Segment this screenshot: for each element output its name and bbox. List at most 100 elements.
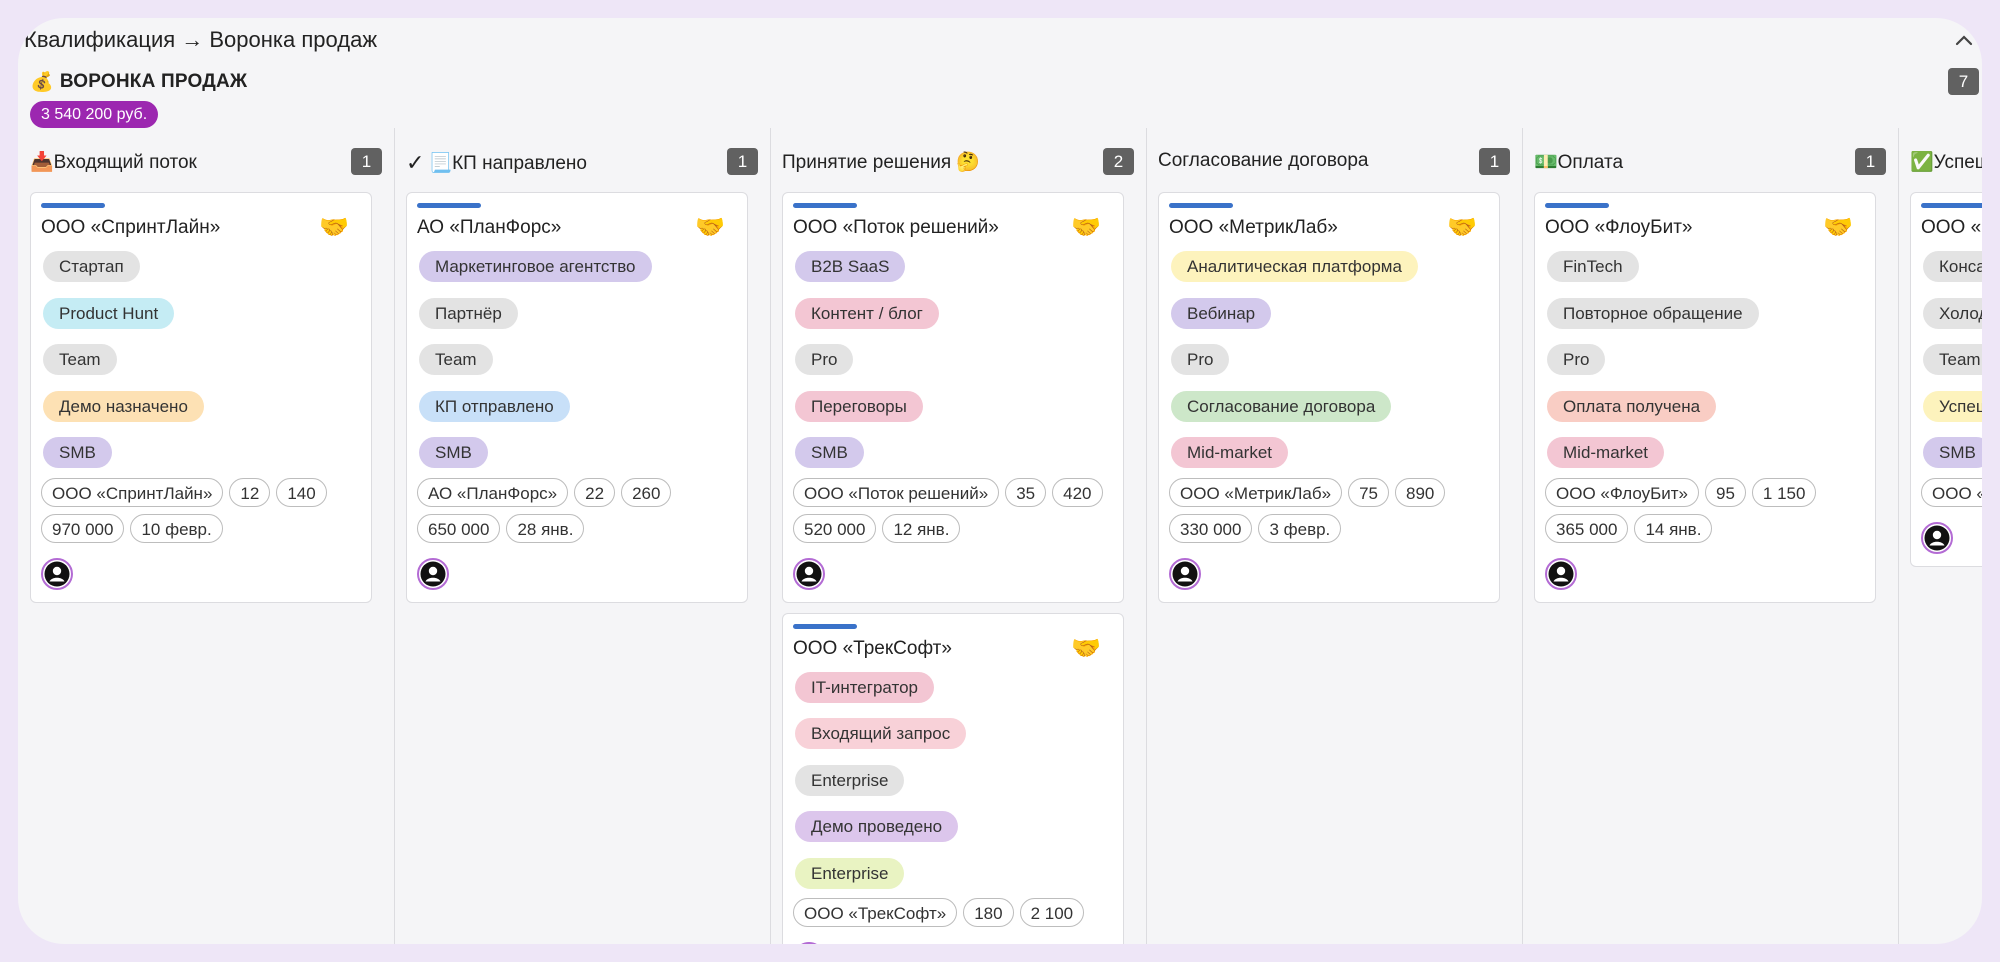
- deal-chip: ООО «Г: [1921, 477, 1982, 507]
- column-header: Принятие решения 🤔 2: [770, 146, 1146, 178]
- deal-chip: 180: [963, 898, 1014, 927]
- card-accent-bar: [41, 203, 105, 208]
- tag: Pro: [795, 344, 854, 375]
- tag: Входящий запрос: [795, 718, 967, 749]
- card-accent-bar: [1545, 203, 1609, 208]
- column-title: ✅Успешно: [1910, 150, 1982, 174]
- column-header: Согласование договора 1: [1146, 146, 1522, 178]
- column-title: Принятие решения 🤔: [782, 150, 980, 174]
- deal-chip: 520 000: [793, 513, 877, 543]
- chip-list: АО «ПланФорс» 22 260 650 000 28 янв.: [417, 477, 747, 543]
- funnel-title: ВОРОНКА ПРОДАЖ: [59, 71, 248, 92]
- tag: SMB: [43, 437, 112, 468]
- kanban-column: Согласование договора 1 ООО «МетрикЛаб» 🤝 Ан…: [1146, 128, 1523, 944]
- deal-card[interactable]: ООО «ТрекСофт» 🤝 IT-интегратор Входящий зап…: [782, 612, 1124, 944]
- deal-card[interactable]: АО «ПланФорс» 🤝 Маркетинговое агентство Пар…: [406, 192, 748, 603]
- deal-chip: 1 150: [1751, 477, 1817, 507]
- tag: B2B SaaS: [795, 251, 906, 282]
- deal-title: ООО «СпринтЛайн»: [41, 217, 221, 238]
- deal-chip: 75: [1348, 477, 1389, 507]
- money-bag-icon: 💰: [30, 72, 54, 93]
- deal-card[interactable]: ООО «МетрикЛаб» 🤝 Аналитическая платформа В…: [1158, 192, 1500, 603]
- kanban-column: ✓ 📃КП направлено 1 АО «ПланФорс» 🤝 Маркетинго…: [394, 128, 771, 944]
- tag: Согласование договора: [1171, 390, 1392, 422]
- handshake-icon: 🤝: [1071, 214, 1101, 241]
- deal-card[interactable]: ООО «ФлоуБит» 🤝 FinTech Повторное обращение…: [1534, 192, 1876, 603]
- deal-chip: 2 100: [1019, 898, 1085, 927]
- deal-title: ООО «МетрикЛаб»: [1169, 217, 1338, 238]
- column-count-badge: 1: [351, 148, 382, 175]
- column-header: 📥Входящий поток 1: [18, 146, 394, 178]
- handshake-icon: 🤝: [1823, 214, 1853, 241]
- chip-list: ООО «Г365 2: [1921, 477, 1982, 507]
- deal-chip: ООО «СпринтЛайн»: [41, 477, 224, 507]
- avatar[interactable]: [793, 557, 825, 590]
- tag: Переговоры: [795, 390, 923, 422]
- deal-chip: 10 февр.: [130, 513, 223, 543]
- tag: Team: [43, 344, 117, 375]
- tag-list: Аналитическая платформа Вебинар Pro Согласо…: [1171, 251, 1491, 484]
- tag: Team: [419, 344, 493, 375]
- deal-chip: ООО «Поток решений»: [793, 477, 1000, 507]
- avatar[interactable]: [793, 942, 825, 944]
- tag-list: Консалтинг Холодный Team Успешно SMB: [1923, 251, 1982, 484]
- tag: Pro: [1547, 344, 1606, 375]
- chip-list: ООО «МетрикЛаб» 75 890 330 000 3 февр.: [1169, 477, 1499, 543]
- column-title: 📥Входящий поток: [30, 150, 197, 174]
- card-accent-bar: [793, 203, 857, 208]
- avatar[interactable]: [1169, 557, 1201, 590]
- column-count-badge: 2: [1103, 148, 1134, 175]
- avatar[interactable]: [1921, 521, 1953, 554]
- deal-chip: 330 000: [1169, 513, 1253, 543]
- deal-chip: 420: [1052, 477, 1103, 507]
- deal-chip: ООО «ФлоуБит»: [1545, 477, 1699, 507]
- chip-list: ООО «СпринтЛайн» 12 140 970 000 10 февр.: [41, 477, 371, 543]
- card-accent-bar: [417, 203, 481, 208]
- tag: КП отправлено: [419, 390, 570, 422]
- deal-chip: АО «ПланФорс»: [417, 477, 569, 507]
- deal-chip: 14 янв.: [1634, 513, 1713, 543]
- tag: Team: [1923, 344, 1982, 375]
- user-icon: [796, 561, 822, 586]
- column-count-badge: 1: [1855, 148, 1886, 175]
- check-icon: ✓: [406, 150, 425, 175]
- user-icon: [44, 561, 70, 586]
- tag: IT-интегратор: [795, 671, 935, 703]
- deal-chip: 970 000: [41, 513, 125, 543]
- avatar[interactable]: [417, 557, 449, 590]
- handshake-icon: 🤝: [319, 214, 349, 241]
- deal-chip: 140: [276, 477, 327, 507]
- deal-chip: 260: [621, 477, 672, 507]
- deal-card[interactable]: ООО «СпринтЛайн» 🤝 Стартап Product Hunt Team…: [30, 192, 372, 603]
- avatar[interactable]: [1545, 557, 1577, 590]
- kanban-board: 📥Входящий поток 1 ООО «СпринтЛайн» 🤝 Стартап…: [18, 128, 1982, 944]
- tag: Партнёр: [419, 297, 518, 329]
- column-count-badge: 1: [727, 148, 758, 175]
- card-accent-bar: [1169, 203, 1233, 208]
- user-icon: [420, 561, 446, 586]
- chevron-up-icon: [1955, 35, 1973, 46]
- deal-card[interactable]: ООО «Поток решений» 🤝 B2B SaaS Контент / бл…: [782, 192, 1124, 603]
- tag-list: Маркетинговое агентство Партнёр Team КП отп…: [419, 251, 739, 484]
- deal-chip: 22: [574, 477, 616, 507]
- column-title: ✓ 📃КП направлено: [406, 150, 587, 176]
- kanban-column: Принятие решения 🤔 2 ООО «Поток решений» 🤝 B…: [770, 128, 1147, 944]
- deal-chip: 95: [1704, 477, 1746, 507]
- deal-chip: 12: [229, 477, 271, 507]
- column-title-text: 💵Оплата: [1534, 152, 1624, 173]
- card-accent-bar: [1921, 203, 1982, 208]
- tag: Вебинар: [1171, 297, 1272, 329]
- deal-card[interactable]: ООО «Г Консалтинг Холодный Team Успешно SMB ОО…: [1910, 192, 1982, 567]
- app-window: Квалификация → Воронка продаж 💰 ВОРОНКА …: [18, 18, 1982, 944]
- breadcrumb: Квалификация → Воронка продаж: [24, 27, 378, 52]
- collapse-button[interactable]: [1950, 26, 1978, 54]
- handshake-icon: 🤝: [695, 214, 725, 241]
- tag: Повторное обращение: [1547, 297, 1759, 329]
- kanban-column: 💵Оплата 1 ООО «ФлоуБит» 🤝 FinTech Повторное о…: [1522, 128, 1899, 944]
- deal-chip: ООО «МетрикЛаб»: [1169, 477, 1343, 507]
- tag-list: Стартап Product Hunt Team Демо назначено SMB: [43, 251, 363, 484]
- user-icon: [1924, 525, 1950, 550]
- tag: Демо проведено: [795, 811, 959, 842]
- tag: Демо назначено: [43, 390, 204, 422]
- avatar[interactable]: [41, 557, 73, 590]
